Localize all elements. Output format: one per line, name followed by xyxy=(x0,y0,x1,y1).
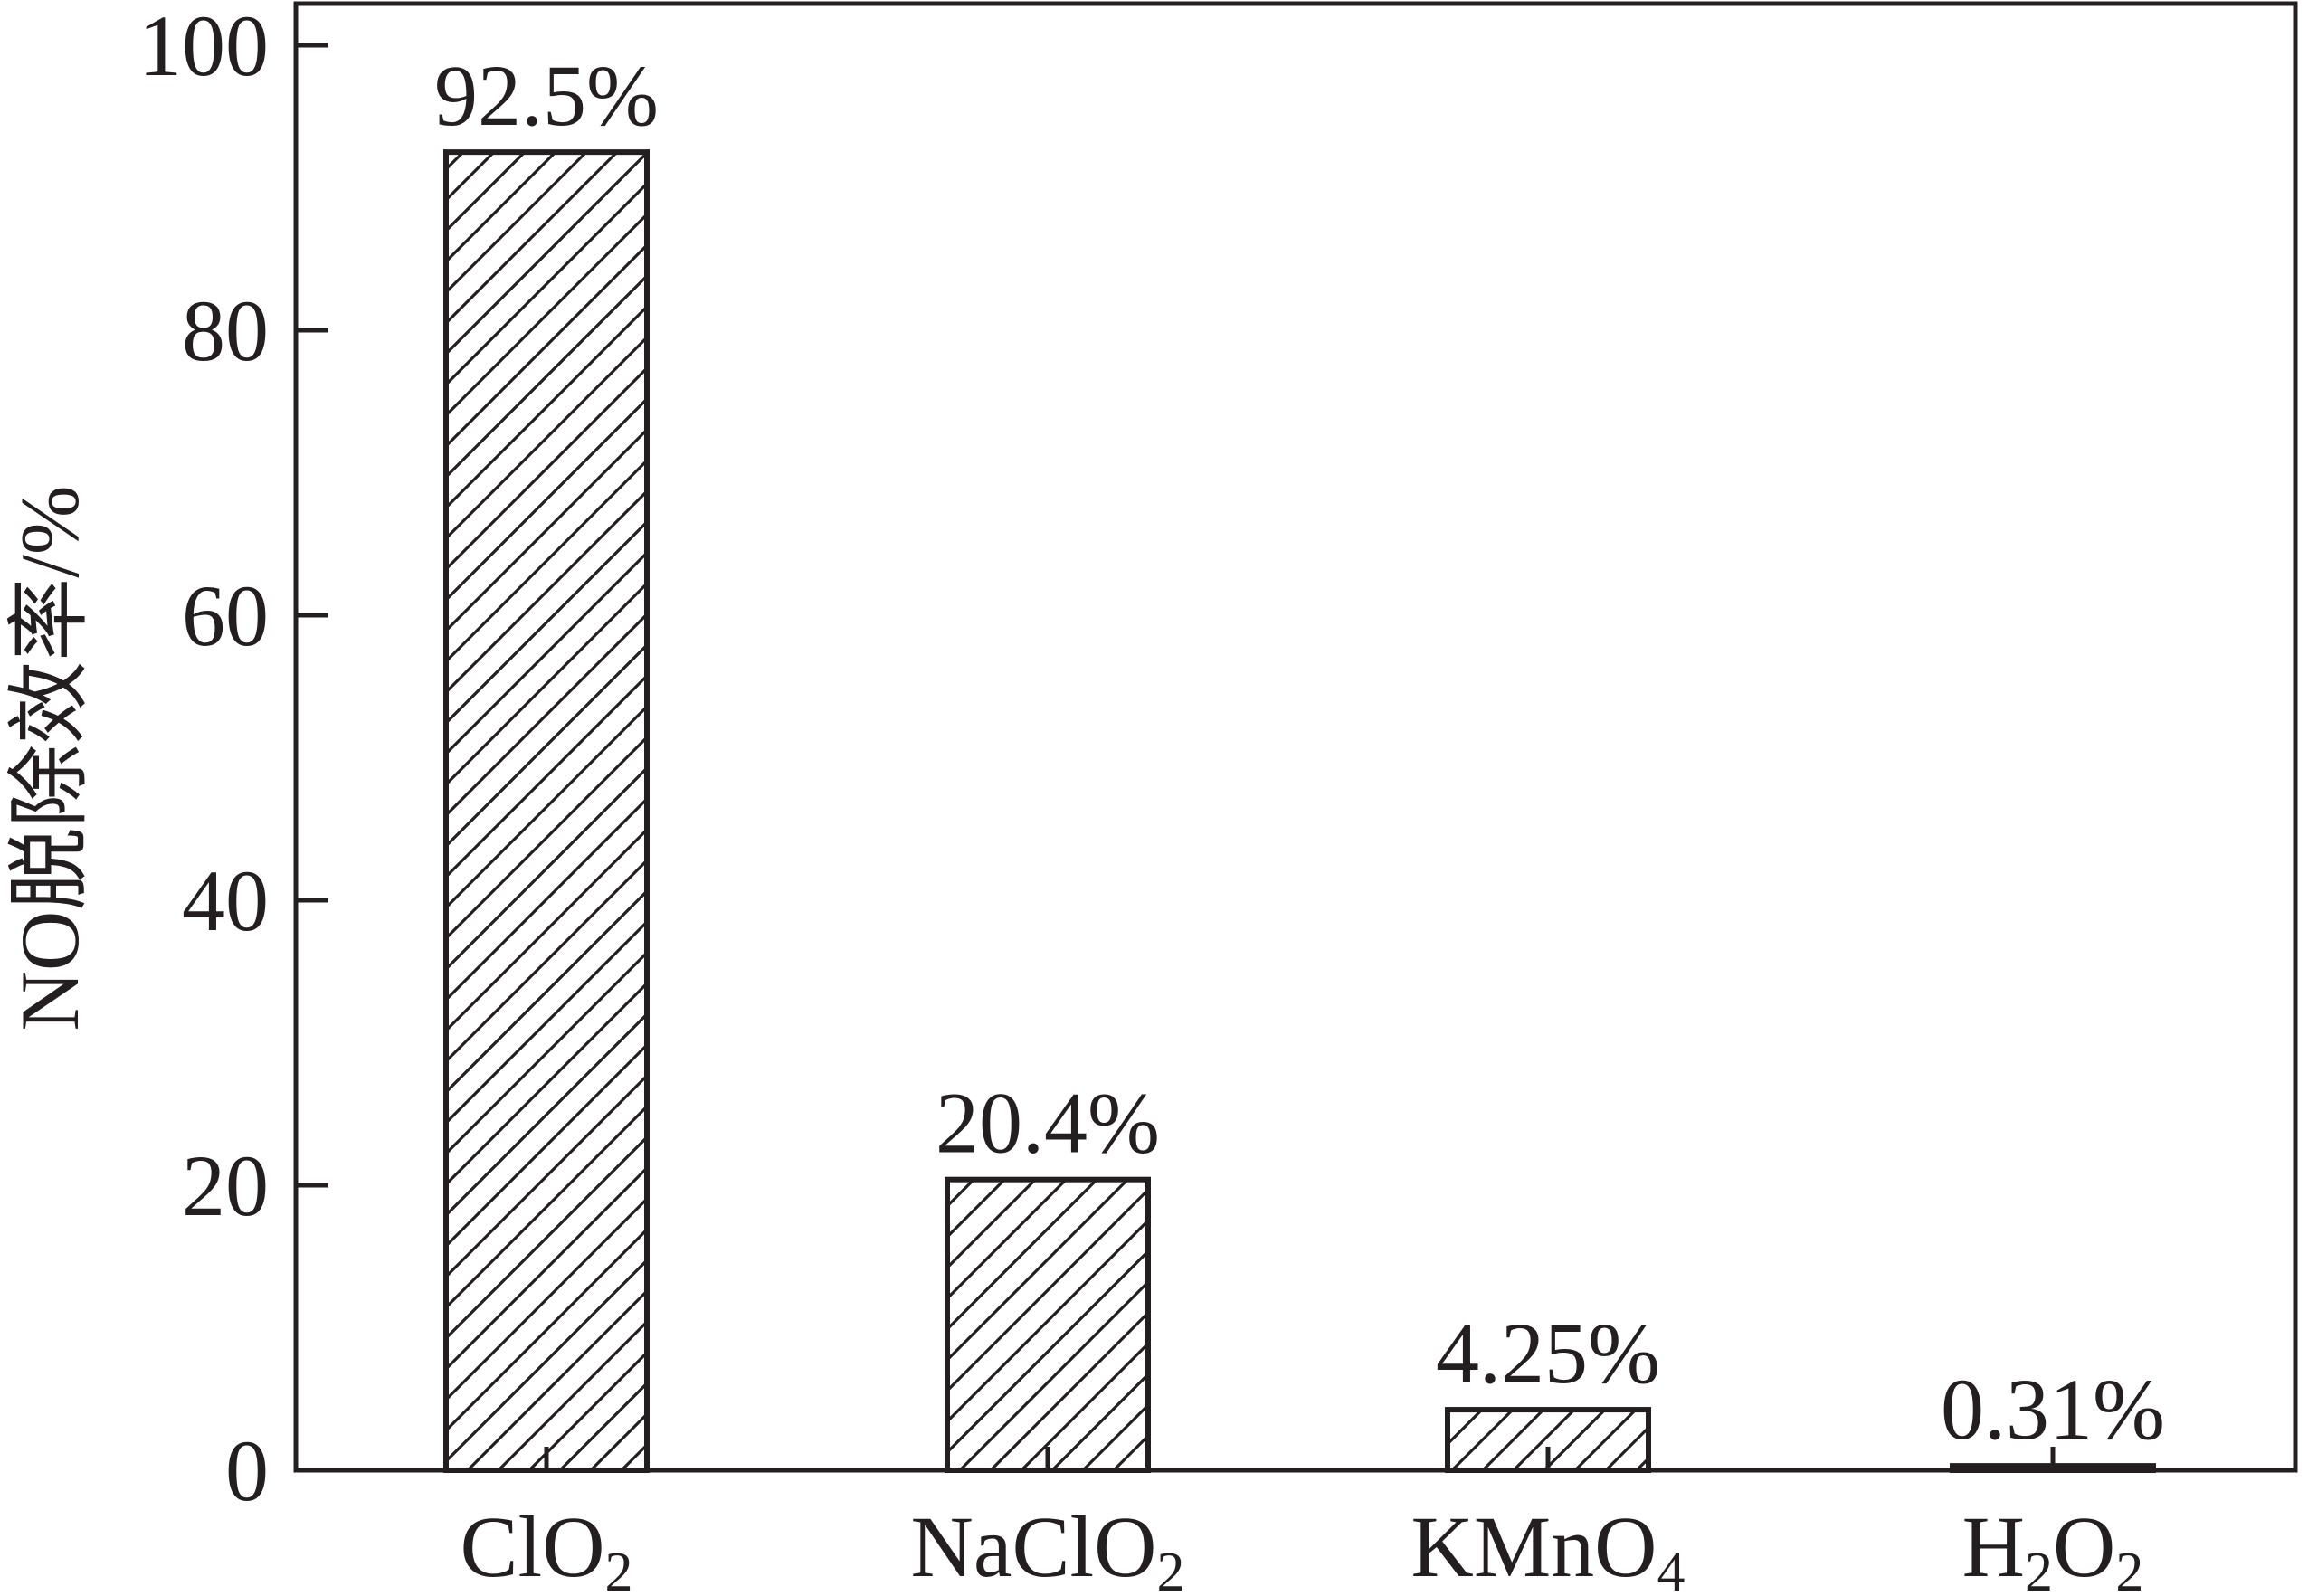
y-tick-label: 40 xyxy=(182,852,269,949)
y-tick-label: 60 xyxy=(182,567,269,664)
data-label-clo2: 92.5% xyxy=(434,47,659,144)
x-category-label-naclo2: NaClO2 xyxy=(911,1498,1185,1591)
x-axis: ClO2 NaClO2 KMnO4 H2O2 xyxy=(460,1447,2144,1596)
data-label-h2o2: 0.31% xyxy=(1941,1361,2165,1458)
y-tick-label: 80 xyxy=(182,282,269,379)
y-axis: 0 20 40 60 80 100 xyxy=(138,0,328,1519)
y-tick-label: 100 xyxy=(138,0,269,94)
plot-border xyxy=(293,1,2298,1473)
bars xyxy=(443,149,2156,1474)
bar-naclo2 xyxy=(945,1176,1151,1473)
y-tick-label: 20 xyxy=(182,1137,269,1234)
x-category-label-h2o2: H2O2 xyxy=(1962,1498,2144,1591)
x-category-label-kmno4: KMnO4 xyxy=(1410,1498,1685,1591)
plot-frame xyxy=(293,1,2298,1473)
y-tick-label: 0 xyxy=(225,1422,269,1519)
x-category-label-clo2: ClO2 xyxy=(460,1498,632,1591)
bar-clo2 xyxy=(443,149,650,1473)
data-label-kmno4: 4.25% xyxy=(1436,1305,1660,1401)
data-label-naclo2: 20.4% xyxy=(936,1075,1160,1172)
data-labels: 92.5% 20.4% 4.25% 0.31% xyxy=(434,47,2165,1458)
y-axis-title: NO脱除效率/% xyxy=(4,485,96,1031)
